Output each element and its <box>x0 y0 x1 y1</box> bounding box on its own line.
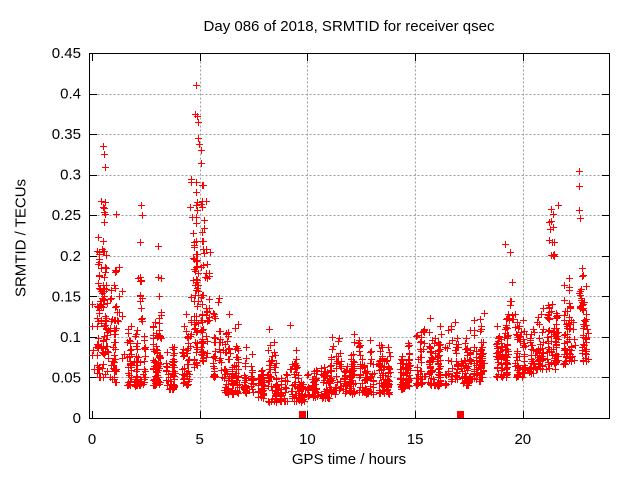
chart-title: Day 086 of 2018, SRMTID for receiver qse… <box>203 18 495 35</box>
x-tick-label: 15 <box>407 431 424 448</box>
x-tick-label: 10 <box>299 431 316 448</box>
zero-flag-square-marker <box>299 411 306 418</box>
y-tick-label: 0.05 <box>52 369 81 386</box>
y-tick-label: 0.45 <box>52 45 81 62</box>
tick-marks <box>90 53 609 419</box>
y-tick-label: 0.4 <box>60 86 81 103</box>
grid-lines <box>89 53 609 418</box>
y-tick-label: 0.35 <box>52 126 81 143</box>
x-axis-label: GPS time / hours <box>291 451 407 468</box>
x-tick-label: 0 <box>88 431 96 448</box>
srmtid-plus-markers <box>89 82 592 406</box>
zero-flag-square-marker <box>457 411 464 418</box>
x-tick-label: 5 <box>196 431 204 448</box>
y-tick-label: 0.25 <box>52 207 81 224</box>
axis-layer <box>89 53 610 419</box>
x-tick-label: 20 <box>514 431 531 448</box>
y-tick-label: 0.15 <box>52 288 81 305</box>
y-tick-label: 0.3 <box>60 167 81 184</box>
tick-label-layer: 0 5 10 15 20 0 0.05 0.1 0.15 0.2 0.25 0.3 0.35 0.4 0.4… <box>52 45 531 448</box>
y-tick-label: 0.1 <box>60 329 81 346</box>
plot-border <box>89 53 610 419</box>
scatter-points-layer <box>89 82 592 418</box>
grid-layer <box>89 53 609 418</box>
y-tick-label: 0 <box>73 410 81 427</box>
y-tick-label: 0.2 <box>60 248 81 265</box>
